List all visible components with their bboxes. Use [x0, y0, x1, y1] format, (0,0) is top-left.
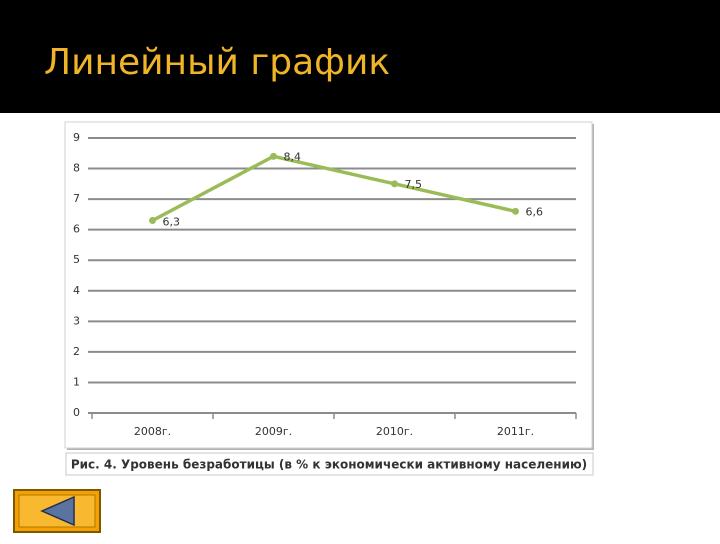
y-tick-label: 2 [73, 345, 80, 358]
y-tick-label: 5 [73, 253, 80, 266]
slide-title: Линейный график [44, 42, 390, 83]
caption-frame [65, 452, 594, 476]
x-tick-label: 2010г. [376, 425, 413, 438]
data-label: 6,3 [163, 216, 181, 229]
y-tick-label: 0 [73, 406, 80, 419]
x-tick-label: 2009г. [255, 425, 292, 438]
x-tick-label: 2008г. [134, 425, 171, 438]
data-point [149, 217, 156, 224]
y-tick-label: 9 [73, 131, 80, 144]
data-label: 7,5 [405, 178, 423, 191]
caption: Рис. 4. Уровень безработицы (в % к эконо… [71, 458, 587, 472]
back-arrow[interactable] [40, 495, 75, 527]
data-point [512, 207, 519, 215]
back-button[interactable] [13, 489, 101, 533]
data-point [270, 152, 277, 160]
data-point [391, 180, 398, 188]
chart-frame [64, 121, 593, 449]
y-tick-label: 4 [73, 284, 80, 297]
data-label: 6,6 [526, 205, 544, 218]
data-label: 8,4 [284, 150, 302, 163]
y-tick-label: 3 [73, 314, 80, 327]
y-tick-label: 7 [73, 192, 80, 205]
x-tick-label: 2011г. [497, 425, 534, 438]
y-tick-label: 8 [73, 162, 80, 175]
y-tick-label: 6 [73, 223, 80, 236]
y-tick-label: 1 [73, 375, 80, 388]
series-line [151, 154, 516, 223]
header-bar [0, 0, 720, 113]
